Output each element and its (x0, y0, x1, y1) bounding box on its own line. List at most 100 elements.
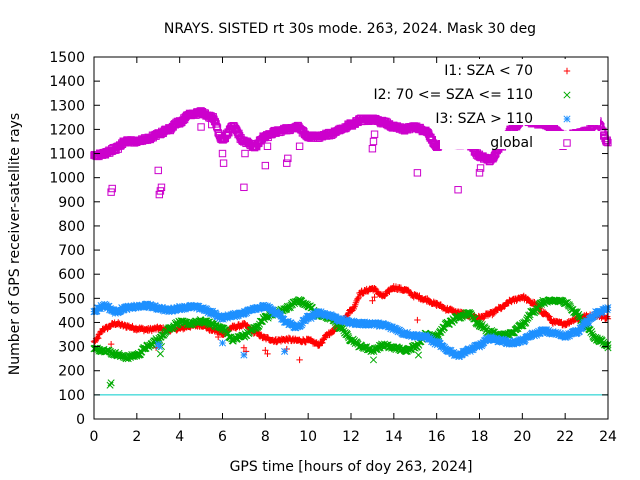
legend-sample (563, 139, 571, 147)
outlier-point (263, 142, 272, 150)
outlier-point (108, 184, 116, 193)
data-point (469, 346, 477, 354)
outlier-point (369, 137, 378, 146)
legend-sample (563, 67, 571, 75)
y-tick-label: 600 (58, 267, 85, 283)
data-point (543, 326, 551, 334)
y-tick-label: 900 (58, 195, 85, 211)
outlier-point (370, 130, 379, 138)
data-point (500, 336, 508, 344)
data-point (564, 331, 572, 339)
y-tick-label: 1200 (49, 122, 85, 138)
data-point (102, 301, 110, 309)
legend-item-1: I1: SZA < 70 (440, 59, 600, 79)
outlier-point (369, 297, 376, 304)
y-tick-label: 1300 (49, 98, 85, 114)
legend-label: I1: SZA < 70 (444, 63, 533, 79)
y-tick-label: 800 (58, 219, 85, 235)
data-point (209, 113, 217, 121)
data-point (498, 338, 506, 346)
data-point (424, 295, 431, 302)
outlier-point (295, 142, 304, 150)
legend-item-background (440, 59, 600, 77)
data-point (344, 310, 352, 318)
data-point (339, 324, 347, 332)
legend-item-background (440, 131, 600, 149)
legend-label: global (490, 135, 533, 151)
data-point (461, 349, 469, 357)
outlier-point (154, 340, 162, 348)
data-point (284, 318, 292, 326)
legend-item-background (440, 83, 600, 101)
x-tick-label: 0 (90, 429, 99, 445)
data-point (428, 336, 436, 344)
outlier-point (369, 356, 378, 364)
x-tick-label: 8 (261, 429, 270, 445)
outlier-point (157, 183, 166, 192)
y-axis: 0 100 200 300 400 500 600 700 800 900 1000 1100 1200… (49, 50, 608, 428)
legend-label: I2: 70 <= SZA <= 110 (373, 87, 533, 103)
outlier-point (218, 339, 227, 347)
legend-marker (563, 67, 571, 75)
data-point (172, 306, 180, 314)
y-tick-label: 200 (58, 364, 85, 380)
outlier-point (106, 381, 114, 389)
data-point (95, 335, 102, 342)
x-tick-label: 6 (218, 429, 227, 445)
data-point (91, 339, 98, 346)
outlier-point (262, 347, 269, 354)
outlier-point (296, 356, 303, 364)
data-point (602, 137, 610, 145)
outlier-point (156, 350, 164, 358)
data-point (298, 321, 306, 329)
data-point (544, 312, 552, 319)
data-point (503, 340, 511, 348)
data-point (415, 331, 424, 339)
x-tick-label: 16 (428, 429, 446, 445)
legend-label: I3: SZA > 110 (435, 111, 533, 127)
data-point (510, 340, 518, 348)
y-tick-label: 700 (58, 243, 85, 259)
data-point (603, 306, 611, 314)
data-point (447, 305, 455, 313)
legend-item-background (440, 107, 600, 125)
outlier-point (371, 293, 378, 301)
data-point (397, 327, 405, 335)
outlier-point (240, 344, 248, 352)
data-point (501, 303, 508, 310)
data-point (319, 335, 327, 343)
data-point (489, 311, 496, 319)
legend: I1: SZA < 70 I2: 70 <= SZA <= 110 I3: SZA … (373, 59, 600, 151)
data-point (547, 316, 555, 323)
outlier-point (107, 379, 115, 387)
outlier-point (240, 183, 248, 192)
legend-marker (563, 91, 571, 99)
x-axis: 0 2 4 6 8 10 12 14 16 18 20 22 24 (90, 57, 617, 445)
outlier-point (241, 149, 249, 158)
outlier-point (264, 350, 271, 358)
legend-item-4: global (440, 131, 600, 151)
y-tick-label: 1000 (49, 171, 85, 187)
data-point (329, 328, 337, 335)
x-tick-label: 2 (132, 429, 141, 445)
data-point (371, 284, 378, 292)
data-point (585, 319, 593, 327)
y-tick-label: 400 (58, 315, 85, 331)
data-point (520, 319, 529, 327)
x-tick-label: 10 (299, 429, 317, 445)
outlier-point (215, 333, 222, 341)
x-axis-title: GPS time [hours of doy 263, 2024] (230, 459, 473, 475)
y-tick-label: 300 (58, 340, 85, 356)
legend-item-2: I2: 70 <= SZA <= 110 (373, 83, 600, 103)
outlier-point (283, 159, 291, 167)
data-point (354, 295, 362, 302)
outlier-point (281, 347, 289, 355)
y-tick-label: 1500 (49, 50, 85, 66)
outlier-point (261, 161, 270, 170)
data-point (477, 340, 485, 348)
data-point (536, 329, 544, 338)
outlier-point (413, 169, 422, 177)
data-point (316, 310, 324, 319)
chart-title: NRAYS. SISTED rt 30s mode. 263, 2024. Ma… (164, 21, 536, 37)
outlier-point (197, 123, 205, 131)
